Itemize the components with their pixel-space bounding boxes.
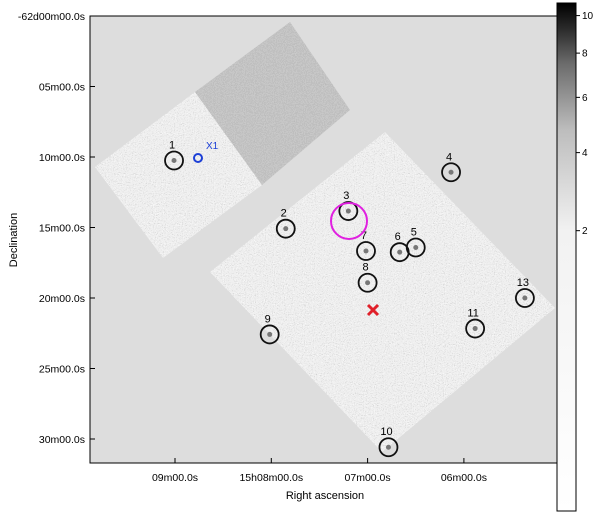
source-blob [472,326,478,332]
source-blob [363,248,369,254]
colorbar-ticks: 10 8 6 4 2 [576,11,594,237]
source-blob [413,244,419,250]
source-marker: 7 [356,230,376,261]
source-circle [275,218,296,239]
source-circle [441,162,461,183]
colorbar-tick-label: 2 [582,226,588,237]
source-marker: 13 [514,277,535,308]
source-marker: 11 [465,308,486,339]
colorbar-tick-label: 4 [582,148,588,159]
source-circle [514,288,535,308]
ra-tick-label: 06m00.0s [441,472,487,484]
dec-tick-label: 25m00.0s [39,364,85,376]
source-marker: 8 [357,262,378,293]
colorbar-tick-label: 8 [582,49,588,60]
source-label: 13 [517,277,529,289]
dec-tick-label: 20m00.0s [39,293,85,305]
x1-marker [193,153,203,163]
dec-tick-label: 10m00.0s [39,152,85,164]
source-blob [171,158,177,164]
declination-axis: -62d00m00.0s 05m00.0s 10m00.0s 15m00.0s 20m0… [18,11,95,446]
dec-tick-label: 30m00.0s [39,434,85,446]
colorbar-tick-label: 10 [582,11,594,22]
source-label: 7 [361,230,367,242]
source-blob [448,169,454,175]
source-blob [345,208,351,214]
source-marker: 4 [441,151,461,183]
colorbar-tick-label: 6 [582,93,588,104]
source-blob [365,280,371,286]
source-blob [522,295,528,301]
ra-tick-label: 09m00.0s [152,472,198,484]
source-markers: 1 2 3 4 56 7 8 9 10 11 13 [164,140,535,458]
ra-tick-label: 15h08m00.0s [239,472,303,484]
source-label: 6 [395,231,401,243]
source-circle [356,241,376,261]
source-label: 2 [281,208,287,220]
colorbar [556,2,577,512]
source-circle [357,272,378,293]
right-ascension-axis: 09m00.0s 15h08m00.0s 07m00.0s 06m00.0s [152,458,487,484]
dec-tick-label: -62d00m00.0s [18,11,85,23]
extended-source-region [330,202,368,240]
source-marker: 10 [378,426,399,458]
source-blob [397,249,403,255]
source-label: 1 [169,140,175,152]
dec-tick-label: 15m00.0s [39,223,85,235]
source-marker: 1 [164,140,184,171]
source-circle [378,437,399,458]
source-blob [283,226,289,232]
y-axis-title: Declination [8,213,20,267]
source-label: 4 [446,151,452,163]
source-label: 10 [380,426,392,438]
source-circle [259,324,280,345]
source-marker: 2 [275,208,296,239]
x-axis-title: Right ascension [286,490,364,502]
source-label: 3 [343,190,349,202]
source-blob [267,331,273,337]
source-marker: 9 [259,313,280,345]
ra-tick-label: 07m00.0s [345,472,391,484]
source-label: 8 [363,262,369,274]
pointing-center-cross [366,303,380,317]
dec-tick-label: 05m00.0s [39,82,85,94]
source-marker: 6 [389,231,410,263]
source-label: 5 [411,226,417,238]
source-blob [385,444,391,450]
source-label: 9 [265,313,271,325]
source-circle [164,150,184,171]
source-circle [389,242,410,263]
source-label: 11 [467,308,478,320]
x1-label: X1 [206,141,219,152]
source-circle [465,318,486,339]
